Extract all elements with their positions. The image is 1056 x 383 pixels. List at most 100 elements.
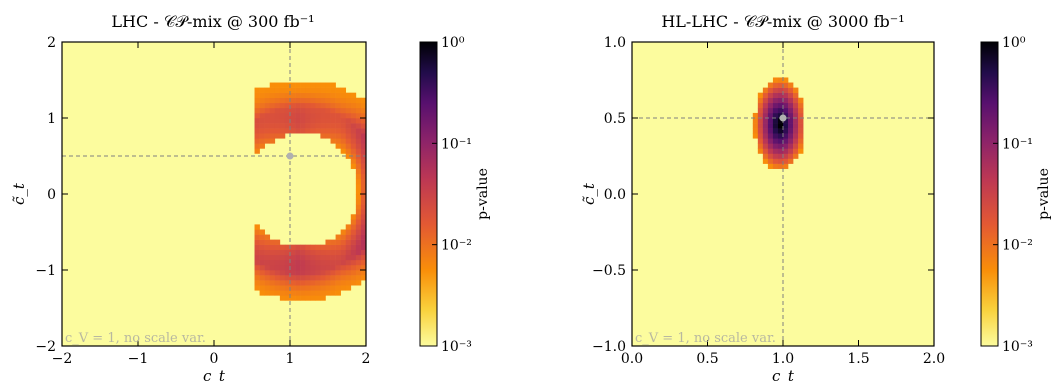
- heatmap-cell: [305, 270, 311, 276]
- heatmap-cell: [360, 173, 367, 180]
- heatmap-cell: [772, 82, 779, 88]
- heatmap-cell: [757, 97, 764, 104]
- heatmap-cell: [350, 275, 357, 281]
- heatmap-cell: [777, 107, 784, 114]
- heatmap-cell: [274, 102, 281, 109]
- heatmap-cell: [279, 264, 286, 271]
- colorbar-label: p-value: [475, 168, 491, 220]
- heatmap-cell: [300, 254, 306, 261]
- y-tick-label: 1: [47, 111, 56, 127]
- heatmap-cell: [355, 168, 362, 175]
- heatmap-cell: [274, 249, 281, 256]
- heatmap-cell: [355, 183, 362, 190]
- heatmap-cell: [340, 254, 347, 261]
- heatmap-cell: [310, 107, 316, 114]
- heatmap-cell: [767, 82, 774, 88]
- y-axis-label: c̃_t: [10, 182, 28, 205]
- heatmap-cell: [315, 128, 321, 134]
- heatmap-cell: [259, 123, 265, 129]
- heatmap-cell: [310, 102, 316, 109]
- heatmap-cell: [290, 87, 296, 93]
- heatmap-cell: [757, 92, 764, 99]
- heatmap-cell: [310, 254, 316, 261]
- heatmap-cell: [290, 264, 296, 271]
- heatmap-cell: [274, 87, 281, 93]
- heatmap-cell: [360, 270, 367, 276]
- heatmap-cell: [305, 280, 311, 286]
- heatmap-cell: [355, 123, 362, 129]
- heatmap-cell: [360, 264, 367, 271]
- heatmap-cell: [767, 163, 774, 169]
- heatmap-cell: [767, 138, 774, 144]
- heatmap-cell: [300, 128, 306, 134]
- heatmap-cell: [355, 102, 362, 109]
- heatmap-cell: [355, 173, 362, 180]
- heatmap-cell: [305, 123, 311, 129]
- x-tick-label: 1.0: [772, 351, 794, 367]
- heatmap-cell: [330, 270, 336, 276]
- heatmap-cell: [320, 82, 326, 88]
- heatmap-cell: [320, 259, 326, 266]
- heatmap-cell: [264, 259, 271, 266]
- heatmap-cell: [310, 112, 316, 119]
- heatmap-cell: [793, 153, 799, 159]
- heatmap-cell: [320, 97, 326, 104]
- heatmap-cell: [355, 188, 362, 195]
- heatmap-cell: [254, 229, 260, 235]
- heatmap-cell: [279, 82, 286, 88]
- heatmap-cell: [290, 92, 296, 99]
- heatmap-cell: [335, 138, 341, 144]
- heatmap-cell: [274, 123, 281, 129]
- heatmap-cell: [762, 102, 769, 109]
- heatmap-cell: [340, 275, 347, 281]
- heatmap-cell: [274, 118, 281, 124]
- heatmap-cell: [340, 107, 347, 114]
- x-tick-label: 2.0: [923, 351, 945, 367]
- heatmap-cell: [767, 97, 774, 104]
- heatmap-cell: [300, 92, 306, 99]
- heatmap-cell: [767, 118, 774, 124]
- heatmap-cell: [295, 290, 301, 296]
- heatmap-cell: [315, 87, 321, 93]
- heatmap-cell: [315, 285, 321, 291]
- heatmap-cell: [350, 280, 357, 286]
- heatmap-cell: [340, 229, 347, 235]
- heatmap-cell: [345, 229, 352, 235]
- heatmap-cell: [345, 239, 352, 245]
- heatmap-cell: [254, 92, 260, 99]
- heatmap-cell: [360, 102, 367, 109]
- heatmap-cell: [783, 153, 789, 159]
- heatmap-cell: [335, 123, 341, 129]
- heatmap-cell: [345, 224, 352, 230]
- heatmap-cell: [254, 239, 260, 245]
- heatmap-cell: [300, 249, 306, 256]
- heatmap-cell: [254, 285, 260, 291]
- heatmap-cell: [259, 87, 265, 93]
- heatmap-cell: [360, 204, 367, 210]
- heatmap-cell: [798, 138, 804, 144]
- heatmap-cell: [762, 92, 769, 99]
- heatmap-cell: [757, 143, 764, 149]
- heatmap-cell: [295, 295, 301, 301]
- heatmap-cell: [340, 259, 347, 266]
- heatmap-cell: [350, 224, 357, 230]
- heatmap-cell: [788, 153, 794, 159]
- heatmap-cell: [762, 143, 769, 149]
- heatmap-cell: [350, 239, 357, 245]
- x-tick-label: 1: [286, 351, 295, 367]
- heatmap-cell: [762, 158, 769, 164]
- heatmap-cell: [340, 118, 347, 124]
- heatmap-cell: [772, 77, 779, 83]
- y-tick-label: −2: [35, 339, 56, 355]
- heatmap-cell: [777, 87, 784, 93]
- heatmap-cell: [793, 133, 799, 139]
- colorbar: [980, 41, 999, 347]
- heatmap-cell: [788, 148, 794, 154]
- heatmap-cell: [320, 270, 326, 276]
- heatmap-cell: [259, 285, 265, 291]
- heatmap-cell: [330, 244, 336, 251]
- heatmap-cell: [757, 133, 764, 139]
- heatmap-cell: [274, 82, 281, 88]
- heatmap-cell: [793, 128, 799, 134]
- heatmap-cell: [284, 280, 291, 286]
